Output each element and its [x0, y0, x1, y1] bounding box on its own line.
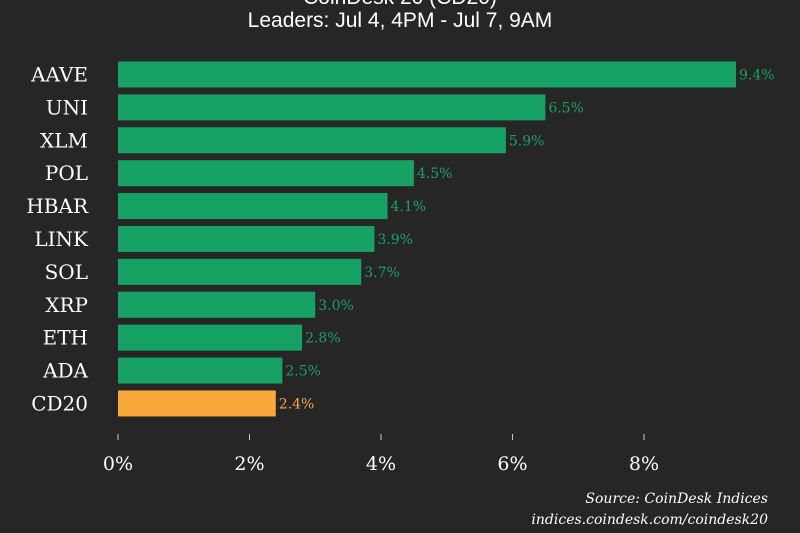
value-label-link: 3.9% [377, 232, 413, 248]
category-label-aave: AAVE [30, 62, 88, 86]
value-label-xrp: 3.0% [318, 298, 354, 314]
chart-subtitle: Leaders: Jul 4, 4PM - Jul 7, 9AM [247, 9, 553, 32]
bar-sol [118, 258, 362, 285]
x-tick-label-4: 4% [366, 453, 396, 475]
value-label-hbar: 4.1% [391, 199, 427, 215]
bar-xlm [118, 127, 506, 154]
bar-xrp [118, 291, 316, 318]
value-label-aave: 9.4% [739, 67, 775, 83]
value-label-cd20: 2.4% [279, 396, 315, 412]
value-label-ada: 2.5% [285, 364, 321, 380]
value-label-sol: 3.7% [364, 265, 400, 281]
bar-eth [118, 324, 303, 351]
source-credit: Source: CoinDesk Indices [585, 491, 768, 507]
category-label-uni: UNI [46, 95, 88, 119]
value-label-uni: 6.5% [548, 100, 584, 116]
category-label-sol: SOL [45, 260, 88, 284]
x-tick-label-8: 8% [629, 453, 659, 475]
category-label-cd20: CD20 [31, 391, 88, 415]
x-tick-label-6: 6% [497, 453, 527, 475]
value-label-xlm: 5.9% [509, 133, 545, 149]
bar-cd20 [118, 390, 276, 417]
bar-pol [118, 160, 414, 187]
x-tick-label-0: 0% [103, 453, 133, 475]
category-label-hbar: HBAR [26, 194, 89, 218]
category-label-ada: ADA [42, 359, 88, 383]
bar-hbar [118, 193, 388, 220]
category-label-xrp: XRP [45, 293, 88, 317]
bar-uni [118, 94, 546, 121]
bar-link [118, 225, 375, 252]
category-label-xlm: XLM [40, 128, 88, 152]
value-label-eth: 2.8% [305, 331, 341, 347]
value-label-pol: 4.5% [417, 166, 453, 182]
bar-aave [118, 61, 736, 88]
bar-ada [118, 357, 283, 384]
source-url: indices.coindesk.com/coindesk20 [531, 512, 768, 528]
category-label-eth: ETH [43, 326, 88, 350]
category-label-link: LINK [34, 227, 89, 251]
x-tick-label-2: 2% [234, 453, 264, 475]
category-label-pol: POL [45, 161, 88, 185]
chart-title: CoinDesk 20 (CD20) [0, 0, 800, 10]
